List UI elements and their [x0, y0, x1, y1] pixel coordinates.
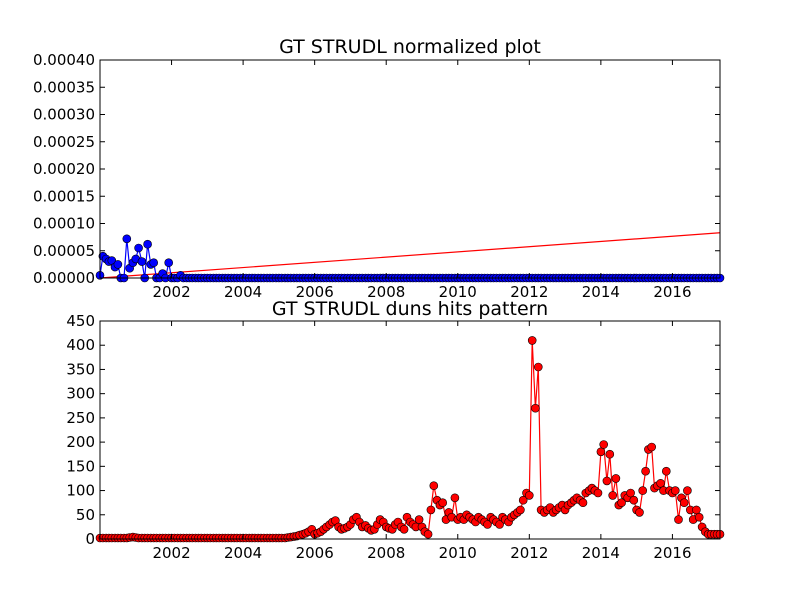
normalized-x-tick-label: 2016 — [653, 283, 691, 301]
duns-hits-y-tick-label: 400 — [66, 336, 95, 354]
duns-hits-data-point — [527, 336, 537, 345]
duns-hits-data-point — [429, 481, 439, 491]
normalized-data-point — [143, 239, 152, 249]
duns-hits-y-tick-label: 250 — [66, 409, 95, 427]
duns-hits-data-point — [608, 491, 618, 500]
normalized-y-tick-label: 0.00010 — [33, 215, 95, 233]
normalized-y-tick-label: 0.00030 — [33, 106, 95, 124]
duns-hits-data-point — [593, 488, 603, 498]
duns-hits-data-point — [399, 524, 409, 534]
duns-hits-data-point — [670, 486, 680, 495]
duns-hits-x-tick-label: 2012 — [510, 544, 548, 562]
normalized-x-tick-label: 2008 — [367, 283, 405, 301]
duns-hits-x-tick-label: 2004 — [224, 544, 262, 562]
duns-hits-y-tick-label: 200 — [66, 433, 95, 451]
duns-hits-data-point — [605, 449, 615, 459]
normalized-y-tick-label: 0.00000 — [33, 269, 95, 287]
duns-hits-data-point — [661, 466, 671, 476]
normalized-x-tick-label: 2012 — [510, 283, 548, 301]
normalized-x-tick-label: 2010 — [439, 283, 477, 301]
duns-hits-data-point — [641, 466, 650, 476]
duns-hits-data-point — [635, 508, 644, 517]
duns-hits-data-point — [483, 520, 492, 529]
duns-hits-data-point — [694, 512, 704, 522]
duns-hits-y-tick-label: 50 — [76, 506, 95, 524]
duns-hits-data-point — [438, 498, 448, 508]
duns-hits-series-layer — [95, 336, 725, 543]
normalized-x-tick-label: 2002 — [152, 283, 190, 301]
duns-hits-data-point — [674, 515, 683, 524]
normalized-y-tick-label: 0.00005 — [33, 242, 95, 260]
normalized-data-point — [113, 260, 123, 269]
duns-hits-x-tick-label: 2014 — [582, 544, 620, 562]
duns-hits-x-tick-label: 2010 — [439, 544, 477, 562]
duns-hits-data-point — [596, 447, 606, 457]
normalized-data-point — [134, 243, 143, 253]
duns-hits-data-point — [626, 488, 635, 498]
normalized-plot-frame — [99, 59, 721, 279]
duns-hits-data-point — [518, 495, 528, 505]
normalized-plot-panel: GT STRUDL normalized plot 2002 2004 2006 20… — [33, 36, 725, 301]
duns-hits-data-point — [495, 520, 504, 529]
duns-hits-data-point — [423, 529, 433, 539]
normalized-data-point — [164, 258, 173, 268]
duns-hits-data-point — [531, 403, 540, 413]
normalized-axes-layer: 2002 2004 2006 2008 2010 2012 2014 2016 0.00000 0… — [33, 51, 720, 301]
duns-hits-data-point — [516, 505, 525, 515]
normalized-y-tick-label: 0.00025 — [33, 133, 95, 151]
duns-hits-y-tick-label: 0 — [85, 530, 95, 548]
duns-hits-y-tick-label: 100 — [66, 482, 95, 500]
duns-hits-data-point — [414, 515, 424, 524]
duns-hits-y-tick-label: 350 — [66, 360, 95, 378]
duns-hits-data-point — [611, 474, 621, 483]
duns-hits-data-point — [617, 498, 626, 508]
duns-hits-data-point — [578, 498, 588, 508]
duns-hits-data-point — [533, 362, 543, 372]
duns-hits-panel: GT STRUDL duns hits pattern 2002 2004 2006… — [66, 298, 725, 562]
normalized-trend-line — [99, 232, 721, 279]
duns-hits-axes-layer: 2002 2004 2006 2008 2010 2012 2014 2016 0 50 100 15… — [66, 312, 720, 562]
duns-hits-data-point — [656, 478, 665, 488]
normalized-data-point — [122, 234, 132, 244]
duns-hits-data-point — [647, 442, 657, 452]
duns-hits-x-tick-label: 2008 — [367, 544, 405, 562]
duns-hits-y-tick-label: 150 — [66, 457, 95, 475]
duns-hits-x-tick-label: 2002 — [152, 544, 190, 562]
normalized-plot-title: GT STRUDL normalized plot — [279, 36, 541, 58]
duns-hits-data-point — [426, 505, 436, 515]
duns-hits-data-point — [629, 495, 639, 505]
duns-hits-data-point — [683, 486, 692, 495]
duns-hits-data-point — [450, 493, 460, 503]
normalized-y-tick-label: 0.00020 — [33, 160, 95, 178]
duns-hits-data-point — [679, 498, 689, 508]
duns-hits-data-point — [599, 440, 609, 449]
duns-hits-data-point — [638, 486, 648, 495]
duns-hits-data-point — [602, 476, 612, 486]
normalized-data-point — [149, 258, 158, 268]
normalized-trend-layer — [99, 232, 721, 279]
normalized-data-point — [137, 257, 147, 266]
normalized-y-tick-label: 0.00015 — [33, 187, 95, 205]
duns-hits-y-tick-label: 300 — [66, 385, 95, 403]
duns-hits-data-point — [524, 491, 534, 500]
duns-hits-x-tick-label: 2006 — [296, 544, 334, 562]
duns-hits-x-tick-label: 2016 — [653, 544, 691, 562]
duns-hits-title: GT STRUDL duns hits pattern — [272, 298, 548, 320]
normalized-y-tick-label: 0.00035 — [33, 78, 95, 96]
normalized-x-tick-label: 2004 — [224, 283, 262, 301]
normalized-x-tick-label: 2014 — [582, 283, 620, 301]
duns-hits-y-tick-label: 450 — [66, 312, 95, 330]
normalized-x-tick-label: 2006 — [296, 283, 334, 301]
duns-hits-data-point — [692, 505, 701, 515]
duns-hits-plot-frame — [99, 320, 721, 540]
normalized-y-tick-label: 0.00040 — [33, 51, 95, 69]
